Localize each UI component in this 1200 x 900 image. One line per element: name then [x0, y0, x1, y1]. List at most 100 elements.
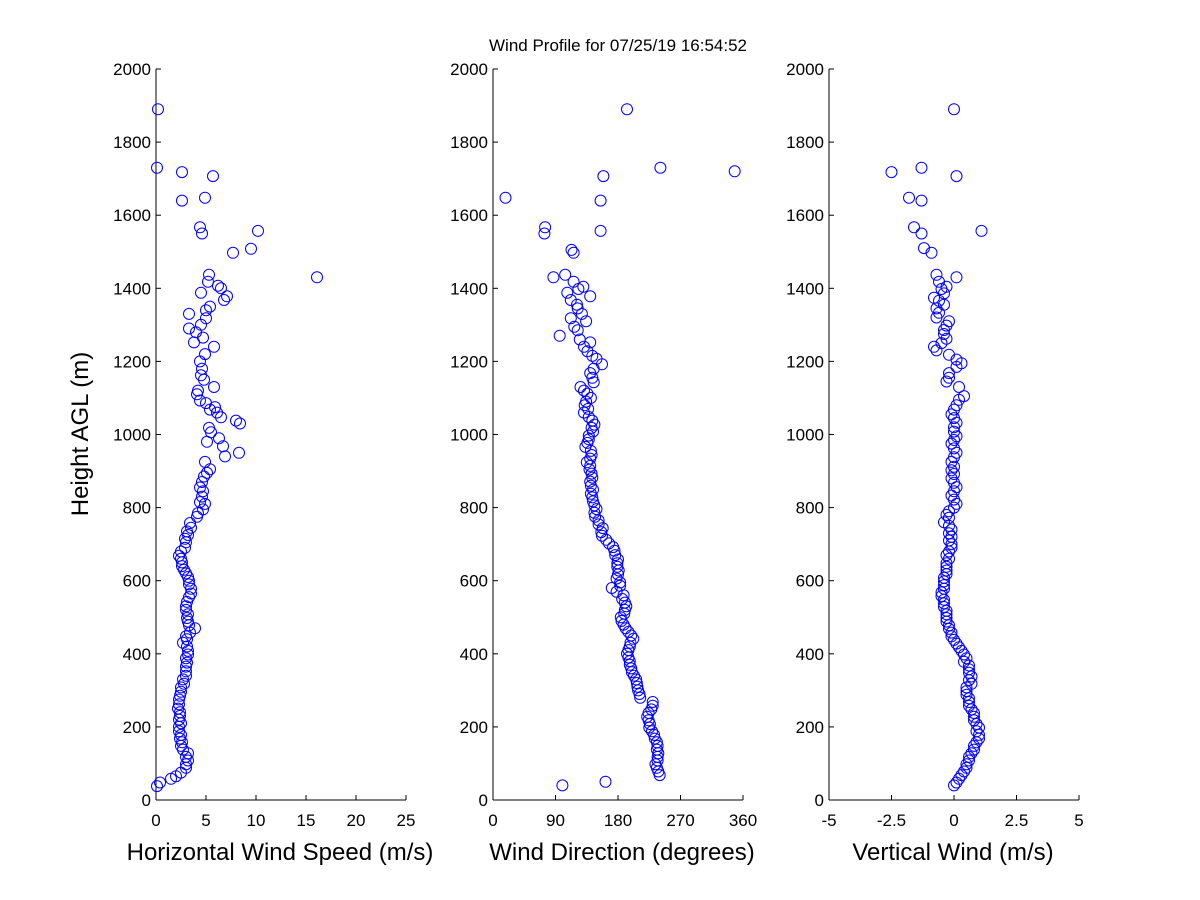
direction-data-point	[582, 429, 595, 442]
speed-x-tick-label: 5	[201, 811, 210, 830]
vertical-data-point	[930, 344, 943, 357]
speed-data-point	[178, 677, 190, 690]
speed-data-point	[184, 626, 196, 639]
vertical-data-point	[953, 393, 965, 406]
vertical-x-tick-label: -5	[821, 811, 836, 830]
vertical-data-point	[915, 194, 928, 207]
direction-data-point	[538, 227, 551, 240]
speed-y-tick-label: 1600	[113, 206, 151, 225]
vertical-y-tick-label: 1400	[786, 279, 824, 298]
direction-x-tick-label: 0	[488, 811, 497, 830]
vertical-data-point	[960, 758, 973, 771]
speed-data-point	[199, 191, 211, 204]
speed-data-point	[201, 466, 213, 479]
speed-y-tick-label: 1200	[113, 352, 151, 371]
vertical-data-point	[928, 340, 940, 353]
direction-data-point	[646, 725, 658, 738]
direction-x-tick-label: 270	[666, 811, 694, 830]
speed-data-point	[196, 490, 208, 503]
vertical-data-point	[948, 434, 960, 446]
direction-data-point	[652, 747, 665, 760]
direction-y-tick-label: 800	[460, 499, 488, 518]
speed-data-point	[183, 619, 195, 632]
direction-data-point	[567, 246, 580, 259]
direction-data-point	[580, 456, 593, 469]
figure-title: Wind Profile for 07/25/19 16:54:52	[489, 36, 747, 55]
vertical-data-point	[950, 271, 963, 284]
vertical-data-point	[940, 615, 953, 628]
direction-data-point	[559, 268, 572, 281]
speed-data-point	[204, 463, 216, 476]
direction-data-point	[584, 475, 597, 488]
vertical-y-tick-label: 1800	[786, 133, 824, 152]
direction-data-point	[571, 324, 584, 337]
vertical-data-point	[938, 601, 950, 613]
direction-data-point	[581, 345, 594, 358]
vertical-x-tick-label: 0	[949, 811, 958, 830]
y-axis-label: Height AGL (m)	[67, 352, 94, 517]
speed-data-point	[212, 279, 224, 292]
vertical-data-point	[960, 652, 973, 665]
direction-data-point	[556, 779, 569, 792]
speed-y-tick-label: 800	[123, 499, 151, 518]
direction-data-point	[578, 340, 590, 353]
speed-data-point	[195, 286, 207, 299]
direction-data-point	[592, 518, 605, 531]
speed-data-point	[196, 476, 208, 488]
direction-data-point	[580, 315, 593, 328]
vertical-x-axis-label: Vertical Wind (m/s)	[852, 839, 1053, 866]
speed-y-tick-label: 400	[123, 645, 151, 664]
speed-data-point	[183, 574, 195, 587]
direction-data-point	[561, 286, 574, 299]
speed-data-point	[179, 541, 191, 554]
speed-data-point	[183, 307, 195, 320]
vertical-data-point	[940, 560, 953, 573]
speed-data-point	[196, 227, 208, 240]
vertical-data-point	[943, 622, 955, 635]
speed-data-point	[194, 394, 206, 407]
vertical-data-point	[973, 728, 985, 741]
vertical-data-point	[960, 681, 973, 694]
vertical-data-point	[943, 619, 955, 632]
vertical-y-tick-label: 1600	[786, 206, 824, 225]
speed-data-point	[173, 698, 185, 711]
speed-data-point	[191, 510, 203, 523]
speed-data-point	[198, 470, 210, 483]
vertical-data-point	[963, 674, 975, 687]
vertical-data-point	[908, 221, 920, 234]
speed-data-point	[218, 294, 230, 306]
vertical-data-point	[943, 367, 955, 380]
vertical-y-tick-label: 1200	[786, 352, 824, 371]
vertical-data-point	[930, 311, 943, 324]
direction-data-point	[499, 191, 512, 204]
vertical-data-point	[948, 421, 960, 434]
speed-data-point	[198, 373, 210, 386]
vertical-data-point	[945, 626, 958, 639]
direction-data-point	[608, 544, 621, 557]
speed-y-tick-label: 200	[123, 718, 151, 737]
direction-y-tick-label: 200	[460, 718, 488, 737]
speed-data-point	[245, 242, 257, 255]
vertical-x-tick-label: 2.5	[1005, 811, 1029, 830]
vertical-data-point	[963, 659, 975, 672]
direction-x-axis-label: Wind Direction (degrees)	[489, 839, 754, 866]
speed-data-point	[197, 485, 209, 498]
direction-data-point	[599, 775, 612, 788]
speed-data-point	[165, 772, 177, 785]
direction-data-point	[578, 406, 590, 419]
speed-data-point	[184, 517, 196, 529]
direction-y-tick-label: 600	[460, 572, 488, 591]
vertical-data-point	[940, 568, 953, 581]
direction-data-point	[553, 329, 566, 342]
vertical-y-tick-label: 2000	[786, 60, 824, 79]
speed-data-point	[194, 221, 206, 234]
direction-data-point	[588, 418, 601, 431]
speed-data-point	[182, 529, 194, 541]
vertical-data-point	[940, 375, 953, 388]
vertical-data-point	[950, 170, 963, 183]
direction-data-point	[645, 703, 658, 716]
vertical-data-point	[968, 707, 980, 719]
direction-data-point	[625, 666, 638, 679]
direction-data-point	[643, 718, 656, 730]
